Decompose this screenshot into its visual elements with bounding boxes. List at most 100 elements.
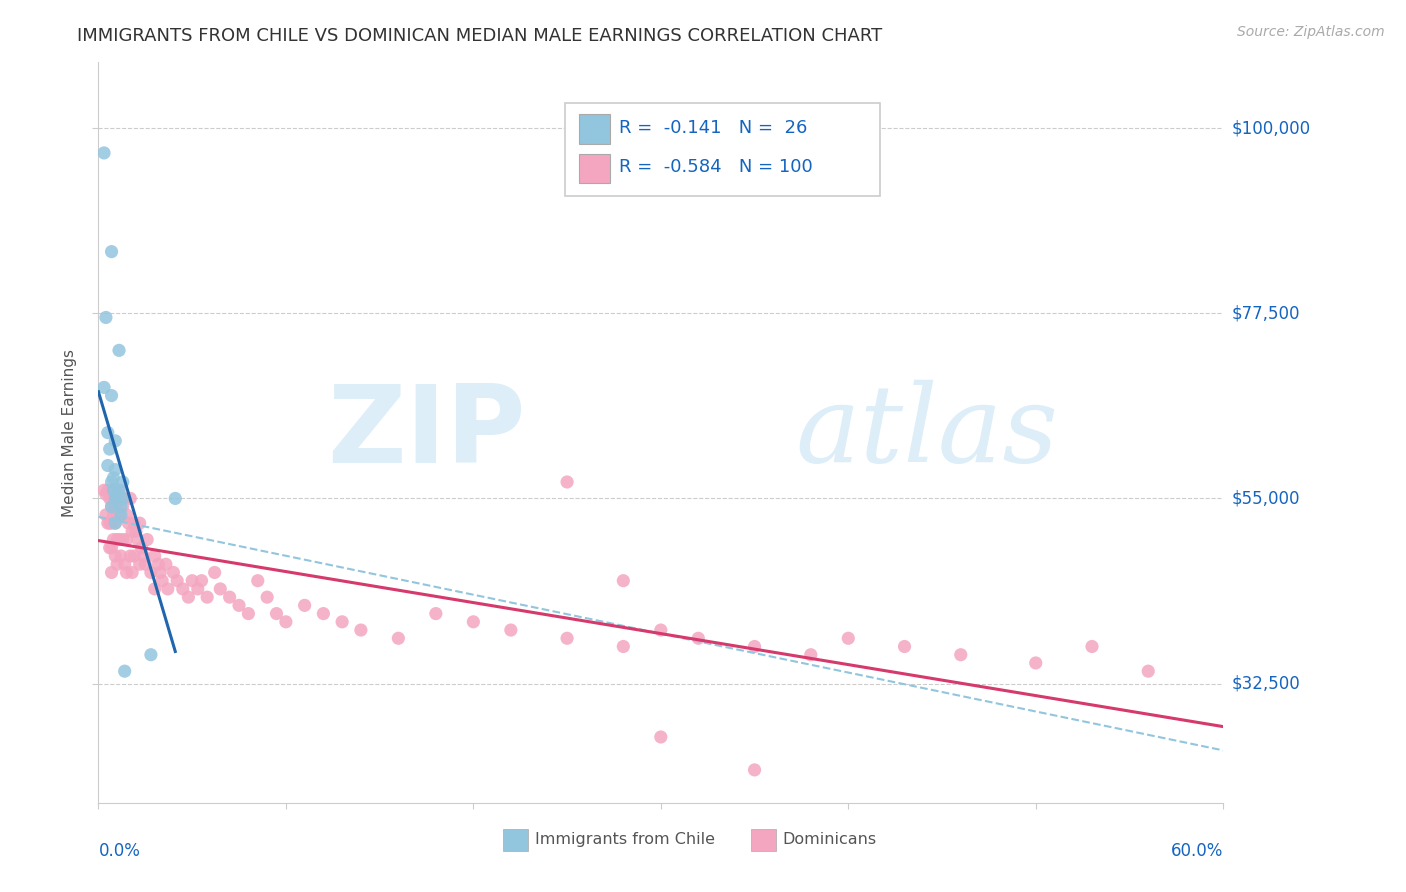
Point	[136, 533, 159, 547]
Text: $100,000: $100,000	[1232, 120, 1310, 137]
Point	[93, 483, 115, 498]
Text: R =  -0.584   N = 100: R = -0.584 N = 100	[619, 158, 813, 176]
Point	[93, 145, 115, 160]
Point	[612, 574, 634, 588]
Point	[893, 640, 915, 654]
Point	[148, 558, 170, 572]
Point	[114, 664, 136, 678]
Text: $77,500: $77,500	[1232, 304, 1301, 322]
Point	[121, 524, 143, 539]
Point	[162, 566, 184, 580]
Point	[150, 574, 173, 588]
Point	[97, 458, 120, 473]
Point	[172, 582, 194, 596]
Point	[688, 632, 710, 646]
Point	[98, 541, 121, 555]
Point	[115, 508, 138, 522]
Point	[387, 632, 409, 646]
Point	[111, 491, 134, 506]
Point	[128, 558, 150, 572]
Point	[228, 599, 250, 613]
Point	[555, 475, 578, 489]
Point	[114, 491, 136, 506]
Point	[97, 425, 120, 440]
Point	[1081, 640, 1104, 654]
Point	[139, 648, 162, 662]
Bar	[579, 114, 610, 144]
Point	[218, 590, 240, 604]
Text: $55,000: $55,000	[1232, 490, 1301, 508]
Text: R =  -0.141   N =  26: R = -0.141 N = 26	[619, 119, 807, 136]
Point	[93, 380, 115, 394]
Point	[110, 500, 132, 514]
Point	[100, 389, 122, 403]
Point	[181, 574, 204, 588]
Point	[187, 582, 209, 596]
Point	[103, 508, 125, 522]
Point	[111, 533, 134, 547]
Point	[103, 491, 125, 506]
Point	[149, 566, 172, 580]
Point	[100, 516, 122, 530]
Point	[312, 607, 335, 621]
Point	[105, 491, 128, 506]
Bar	[751, 829, 776, 851]
Point	[165, 491, 187, 506]
Point	[463, 615, 485, 629]
Point	[166, 574, 188, 588]
Point	[837, 632, 859, 646]
Point	[120, 549, 142, 563]
Point	[800, 648, 823, 662]
Point	[127, 533, 149, 547]
Point	[132, 549, 155, 563]
Point	[134, 558, 156, 572]
Point	[122, 516, 145, 530]
Point	[105, 558, 128, 572]
Point	[104, 483, 127, 498]
Point	[294, 599, 316, 613]
Point	[94, 487, 117, 501]
Point	[108, 508, 131, 522]
Text: 0.0%: 0.0%	[98, 842, 141, 860]
Point	[1137, 664, 1160, 678]
Point	[238, 607, 260, 621]
Point	[104, 516, 127, 530]
Point	[104, 462, 127, 476]
Point	[94, 310, 117, 325]
Point	[350, 623, 373, 637]
Point	[98, 516, 121, 530]
Point	[143, 582, 166, 596]
Point	[100, 475, 122, 489]
Point	[139, 566, 162, 580]
Point	[108, 533, 131, 547]
Point	[209, 582, 232, 596]
Point	[104, 491, 127, 506]
Point	[555, 632, 578, 646]
Point	[110, 549, 132, 563]
Text: ZIP: ZIP	[328, 380, 526, 485]
Point	[104, 549, 127, 563]
Point	[125, 524, 148, 539]
Point	[121, 566, 143, 580]
Point	[108, 343, 131, 358]
Point	[115, 533, 138, 547]
Point	[111, 500, 134, 514]
Point	[108, 483, 131, 498]
Point	[190, 574, 212, 588]
Bar	[503, 829, 529, 851]
Point	[104, 500, 127, 514]
Point	[104, 434, 127, 448]
Point	[155, 558, 177, 572]
Point	[128, 516, 150, 530]
Point	[131, 541, 153, 555]
Point	[105, 508, 128, 522]
Point	[425, 607, 447, 621]
Point	[120, 491, 142, 506]
Point	[97, 483, 120, 498]
Bar	[579, 153, 610, 183]
Point	[744, 763, 766, 777]
Point	[98, 442, 121, 456]
Point	[156, 582, 179, 596]
Point	[256, 590, 278, 604]
Point	[105, 533, 128, 547]
